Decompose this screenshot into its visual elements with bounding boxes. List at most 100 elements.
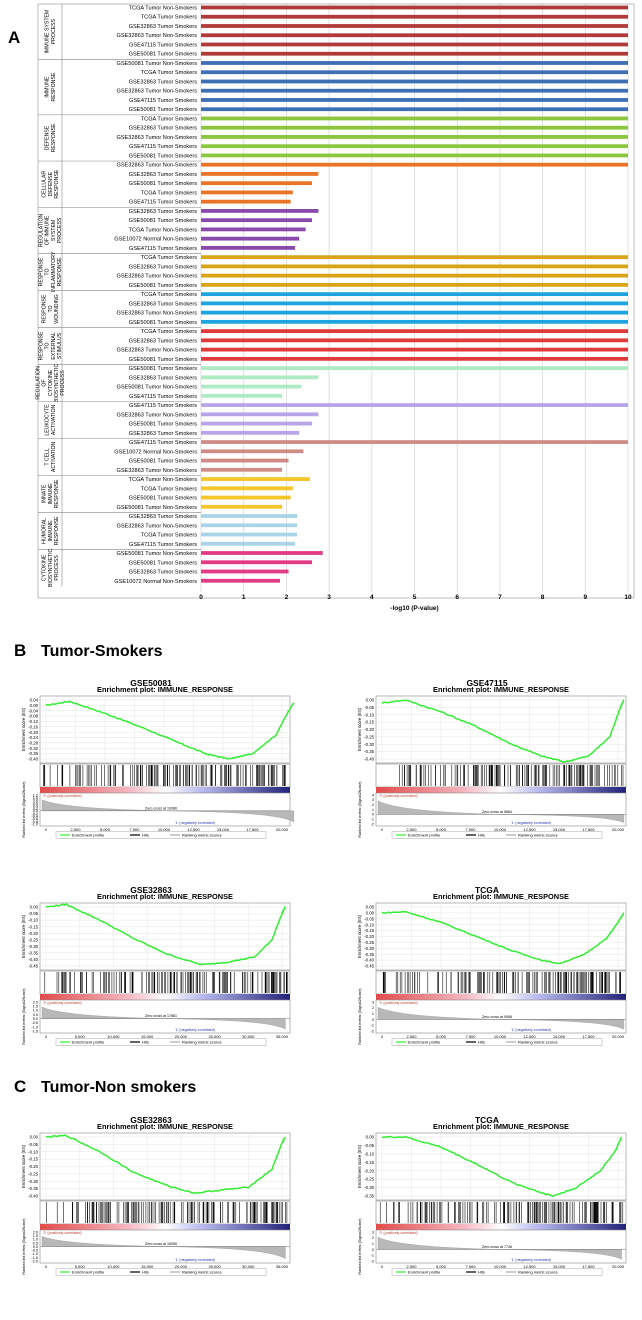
x-tick: 0	[45, 827, 48, 832]
bar	[201, 209, 319, 213]
metric-y-tick: 1	[372, 1242, 374, 1246]
category-label: GSE47115 Tumor Smokers	[129, 42, 197, 48]
metric-y-tick: 0.4	[33, 804, 38, 808]
es-y-tick: -0.25	[364, 940, 374, 945]
metric-y-tick: -0.5	[31, 1249, 38, 1253]
group-label: DEFENSERESPONSE	[45, 123, 57, 152]
es-y-tick: -0.30	[364, 1185, 374, 1190]
es-y-tick: -0.05	[364, 705, 374, 710]
metric-y-tick: 2	[372, 803, 374, 807]
es-y-tick: -0.10	[28, 1149, 38, 1154]
x-tick: 0	[381, 1034, 384, 1039]
x-tick: 20,000	[612, 827, 625, 832]
es-y-tick: -0.20	[364, 934, 374, 939]
bar	[201, 292, 628, 297]
chart-frame	[37, 3, 635, 599]
group-label: IMMUNERESPONSE	[45, 72, 57, 101]
category-label: GSE32863 Tumor Non-Smokers	[116, 311, 197, 317]
es-y-tick: -0.25	[28, 937, 38, 942]
category-label: TCGA Tumor Smokers	[141, 486, 197, 492]
hits-group	[46, 1202, 288, 1223]
category-label: TCGA Tumor Smokers	[141, 255, 197, 261]
x-tick: 15,000	[141, 1034, 154, 1039]
bar	[201, 51, 628, 56]
bar	[201, 486, 293, 491]
x-tick: 2,500	[406, 1034, 417, 1039]
es-y-tick: -0.20	[28, 1164, 38, 1169]
category-label: GSE32863 Tumor Non-Smokers	[116, 523, 197, 529]
x-tick-label: 0	[199, 594, 203, 601]
bar	[201, 356, 628, 361]
category-label: GSE50081 Tumor Smokers	[129, 320, 198, 326]
negative-label: '1' (negatively correlated)	[511, 1028, 551, 1032]
metric-y-tick: -1.0	[31, 1025, 38, 1029]
x-tick: 12,500	[523, 1264, 536, 1269]
bar	[201, 347, 628, 352]
bar	[201, 523, 298, 528]
zero-cross-label: Zero cross at 9864	[482, 810, 512, 814]
category-label: GSE32863 Tumor Smokers	[129, 264, 198, 270]
x-tick: 2,500	[70, 827, 81, 832]
panel-c-label: C Tumor-Non smokers	[14, 1077, 196, 1097]
es-y-axis-label: Enrichment score (ES)	[357, 707, 362, 751]
category-label: GSE32863 Tumor Smokers	[129, 172, 198, 178]
category-label: GSE50081 Tumor Smokers	[129, 153, 198, 159]
metric-y-tick: -1.5	[31, 1029, 38, 1033]
category-label: GSE47115 Tumor Smokers	[129, 403, 197, 409]
negative-label: '1' (negatively correlated)	[175, 1258, 215, 1262]
legend-label: Hits	[478, 1040, 485, 1045]
es-y-tick: -0.45	[364, 964, 374, 969]
bar	[201, 551, 323, 555]
zero-cross-label: Zero cross at 17881	[145, 1014, 177, 1018]
legend-label: Enrichment profile	[72, 833, 105, 838]
metric-y-tick: 4	[372, 793, 374, 797]
metric-y-tick: 0	[372, 1248, 374, 1252]
gsea-plot-b1: GSE50081 Enrichment plot: IMMUNE_RESPONS…	[6, 676, 296, 846]
es-y-tick: -0.32	[28, 746, 38, 751]
x-tick: 7,500	[465, 827, 476, 832]
category-label: TCGA Tumor Non-Smokers	[129, 6, 198, 12]
zero-cross-label: Zero cross at 18056	[145, 1242, 177, 1246]
gsea-plot-b3: GSE32863 Enrichment plot: IMMUNE_RESPONS…	[6, 883, 296, 1053]
bar	[201, 116, 628, 121]
x-tick: 17,500	[582, 1034, 595, 1039]
es-frame	[39, 695, 291, 764]
category-label: GSE50081 Tumor Smokers	[129, 357, 198, 363]
gsea-dataset-label: GSE32863	[130, 1115, 172, 1125]
metric-y-tick: 3	[372, 798, 374, 802]
es-y-tick: -0.20	[28, 931, 38, 936]
x-tick-label: 5	[413, 594, 417, 601]
x-tick: 5,000	[436, 1034, 447, 1039]
x-tick: 20,000	[612, 1264, 625, 1269]
metric-y-tick: -1.5	[31, 1256, 38, 1260]
bar	[201, 310, 628, 315]
gsea-plot-svg: Enrichment plot: IMMUNE_RESPONSE0.00-0.0…	[21, 1122, 291, 1276]
category-label: TCGA Tumor Smokers	[141, 190, 197, 196]
x-tick: 0	[45, 1034, 48, 1039]
bar	[201, 273, 628, 278]
metric-y-tick: 2	[372, 1236, 374, 1240]
x-tick: 30,000	[242, 1264, 255, 1269]
metric-y-tick: -0.4	[31, 814, 38, 818]
rank-band	[40, 787, 290, 793]
es-y-tick: -0.15	[28, 924, 38, 929]
hits-group	[379, 1202, 624, 1223]
bar	[201, 135, 628, 139]
es-curve	[381, 699, 625, 763]
x-tick: 25,000	[208, 1264, 221, 1269]
x-tick: 0	[45, 1264, 48, 1269]
es-y-tick: -0.05	[364, 1143, 374, 1148]
bar	[201, 477, 310, 481]
gsea-dataset-label: GSE32863	[130, 885, 172, 895]
bar	[201, 236, 300, 241]
gsea-dataset-label: GSE50081	[130, 678, 172, 688]
category-label: TCGA Tumor Smokers	[141, 116, 197, 122]
negative-label: '1' (negatively correlated)	[511, 821, 551, 825]
bar	[201, 282, 628, 287]
metric-y-tick: 1.0	[33, 1009, 38, 1013]
legend-label: Ranking metric scores	[182, 1270, 222, 1275]
bar	[201, 329, 628, 334]
metric-y-tick: 0	[372, 813, 374, 817]
bar	[201, 172, 319, 176]
bar	[201, 403, 628, 407]
